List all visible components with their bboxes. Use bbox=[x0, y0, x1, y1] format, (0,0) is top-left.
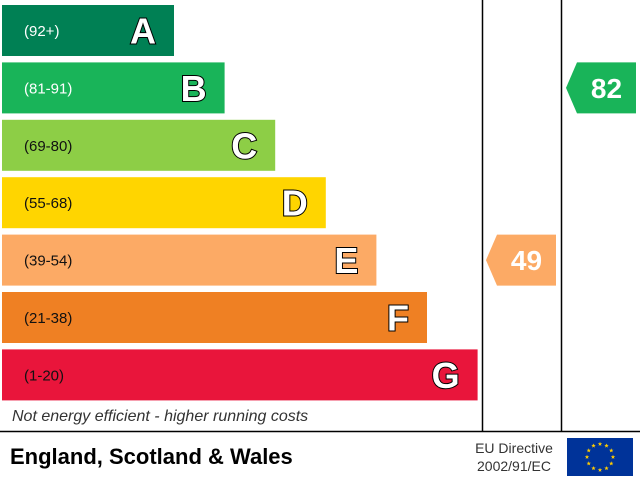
band-bar-b bbox=[2, 62, 225, 114]
band-bar-a bbox=[2, 5, 174, 56]
band-letter-a: A bbox=[130, 11, 156, 52]
current-rating: 49 bbox=[486, 234, 556, 286]
rating-arrow bbox=[566, 62, 636, 114]
band-g: (1-20) G bbox=[2, 349, 478, 401]
band-letter-e: E bbox=[334, 240, 358, 281]
band-letter-d: D bbox=[282, 183, 308, 224]
band-range-g: (1-20) bbox=[24, 367, 64, 384]
band-range-d: (55-68) bbox=[24, 195, 72, 212]
flag-star bbox=[591, 443, 596, 448]
ratings: 49 82 bbox=[486, 62, 636, 286]
band-letter-b: B bbox=[181, 68, 207, 109]
band-letter-g: G bbox=[432, 355, 460, 396]
directive-line-1: EU Directive bbox=[475, 440, 553, 456]
band-bar-e bbox=[2, 234, 377, 286]
band-f: (21-38) F bbox=[2, 292, 427, 343]
bands: (92+) A (81-91) B (69-80) C (55-68) D (39-54) E (2… bbox=[2, 5, 478, 401]
band-letter-f: F bbox=[387, 298, 409, 339]
rating-value: 82 bbox=[591, 73, 622, 104]
flag-star bbox=[604, 443, 609, 448]
band-range-b: (81-91) bbox=[24, 80, 72, 97]
flag-star bbox=[586, 448, 591, 453]
band-e: (39-54) E bbox=[2, 234, 377, 286]
band-letter-c: C bbox=[231, 125, 257, 166]
band-d: (55-68) D bbox=[2, 177, 326, 229]
band-b: (81-91) B bbox=[2, 62, 225, 114]
eu-flag-icon bbox=[567, 438, 633, 476]
directive-line-2: 2002/91/EC bbox=[477, 458, 551, 474]
flag-star bbox=[586, 461, 591, 466]
rating-value: 49 bbox=[511, 245, 542, 276]
band-range-a: (92+) bbox=[24, 23, 59, 40]
footnote: Not energy efficient - higher running co… bbox=[12, 408, 308, 425]
band-bar-f bbox=[2, 292, 427, 343]
band-range-f: (21-38) bbox=[24, 310, 72, 327]
band-range-e: (39-54) bbox=[24, 253, 72, 270]
flag-star bbox=[604, 465, 609, 471]
band-bar-g bbox=[2, 349, 478, 401]
band-bar-d bbox=[2, 177, 326, 229]
band-a: (92+) A bbox=[2, 5, 174, 56]
potential-rating: 82 bbox=[566, 62, 636, 114]
flag-star bbox=[597, 441, 603, 446]
rating-arrow bbox=[486, 234, 556, 286]
flag-star bbox=[591, 465, 596, 471]
flag-star bbox=[584, 454, 590, 459]
band-c: (69-80) C bbox=[2, 119, 276, 171]
flag-star bbox=[610, 454, 616, 459]
band-bar-c bbox=[2, 119, 276, 171]
region-title: England, Scotland & Wales bbox=[10, 444, 293, 469]
flag-star bbox=[609, 461, 614, 466]
flag-star bbox=[597, 467, 603, 472]
band-range-c: (69-80) bbox=[24, 138, 72, 155]
flag-star bbox=[609, 448, 614, 453]
